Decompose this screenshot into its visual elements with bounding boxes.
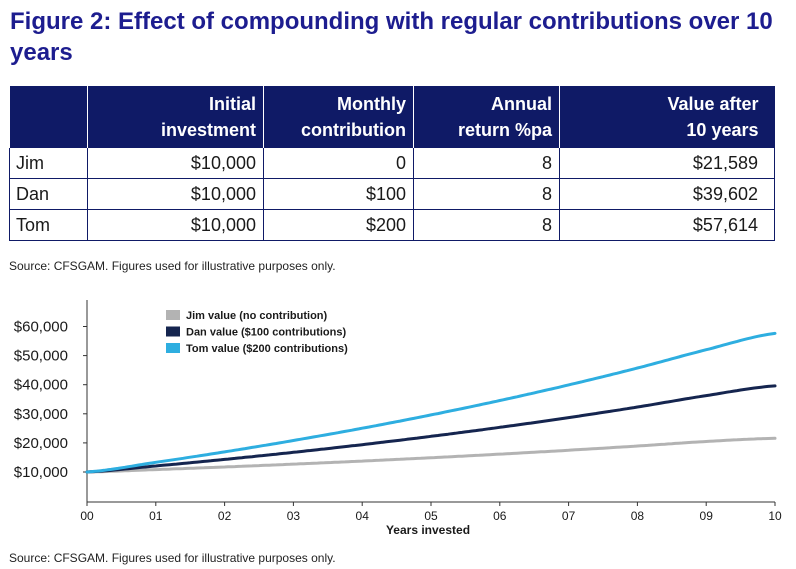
x-tick-label: 08 [631,509,645,523]
x-axis-label: Years invested [386,523,470,537]
cell-name: Jim [9,148,88,179]
cell-annual: 8 [413,148,560,179]
header-annual-return: Annual return %pa [413,86,560,148]
figure-title: Figure 2: Effect of compounding with reg… [10,8,773,66]
y-tick-label: $20,000 [14,435,68,452]
table-header-row: Initial investment Monthly contribution … [9,86,775,148]
x-tick-label: 05 [424,509,438,523]
y-tick-label: $40,000 [14,377,68,394]
x-tick-label: 03 [287,509,301,523]
cell-annual: 8 [413,209,560,241]
y-tick-label: $30,000 [14,406,68,423]
cell-monthly: $100 [263,178,414,210]
x-tick-label: 02 [218,509,232,523]
cell-initial: $10,000 [87,209,264,241]
table-row: Jim $10,000 0 8 $21,589 [9,148,775,179]
cell-name: Tom [9,209,88,241]
series-line-tom [85,331,777,474]
header-line: Initial [208,94,256,114]
x-tick-label: 01 [149,509,163,523]
x-tick-label: 07 [562,509,576,523]
header-line: return %pa [457,120,552,140]
series-line-jim [85,436,777,474]
x-tick-label: 10 [768,509,782,523]
x-tick-label: 00 [80,509,94,523]
cell-annual: 8 [413,178,560,210]
y-tick-label: $60,000 [14,319,68,336]
cell-initial: $10,000 [87,178,264,210]
legend-swatch [166,343,180,353]
cell-value: $21,589 [559,148,775,179]
header-line: contribution [301,120,406,140]
table-row: Dan $10,000 $100 8 $39,602 [9,178,775,210]
table-row: Tom $10,000 $200 8 $57,614 [9,209,775,241]
header-initial-investment: Initial investment [87,86,264,148]
header-line: 10 years [686,120,759,140]
header-name [9,86,88,148]
header-line: Monthly [337,94,406,114]
cell-monthly: $200 [263,209,414,241]
legend-swatch [166,310,180,320]
header-value-after: Value after 10 years [559,86,775,148]
legend-label: Dan value ($100 contributions) [186,327,346,339]
line-chart: $10,000 $20,000 $30,000 $40,000 $50,000 $60,0… [14,300,782,537]
cell-initial: $10,000 [87,148,264,179]
cell-value: $57,614 [559,209,775,241]
legend-label: Tom value ($200 contributions) [186,343,348,355]
x-tick-label: 04 [356,509,370,523]
legend-swatch [166,326,180,337]
source-note-table: Source: CFSGAM. Figures used for illustr… [9,259,336,273]
comparison-table: Initial investment Monthly contribution … [9,86,775,241]
header-line: Annual [491,94,552,114]
header-monthly-contribution: Monthly contribution [263,86,414,148]
x-tick-label: 06 [493,509,507,523]
cell-name: Dan [9,178,88,210]
cell-value: $39,602 [559,178,775,210]
series-line-dan [85,384,777,474]
legend-label: Jim value (no contribution) [186,310,328,322]
y-tick-label: $50,000 [14,348,68,365]
header-line: investment [160,120,256,140]
cell-monthly: 0 [263,148,414,179]
source-note-chart: Source: CFSGAM. Figures used for illustr… [9,551,336,565]
header-line: Value after [667,94,759,114]
x-tick-label: 09 [700,509,714,523]
y-tick-label: $10,000 [14,464,68,481]
